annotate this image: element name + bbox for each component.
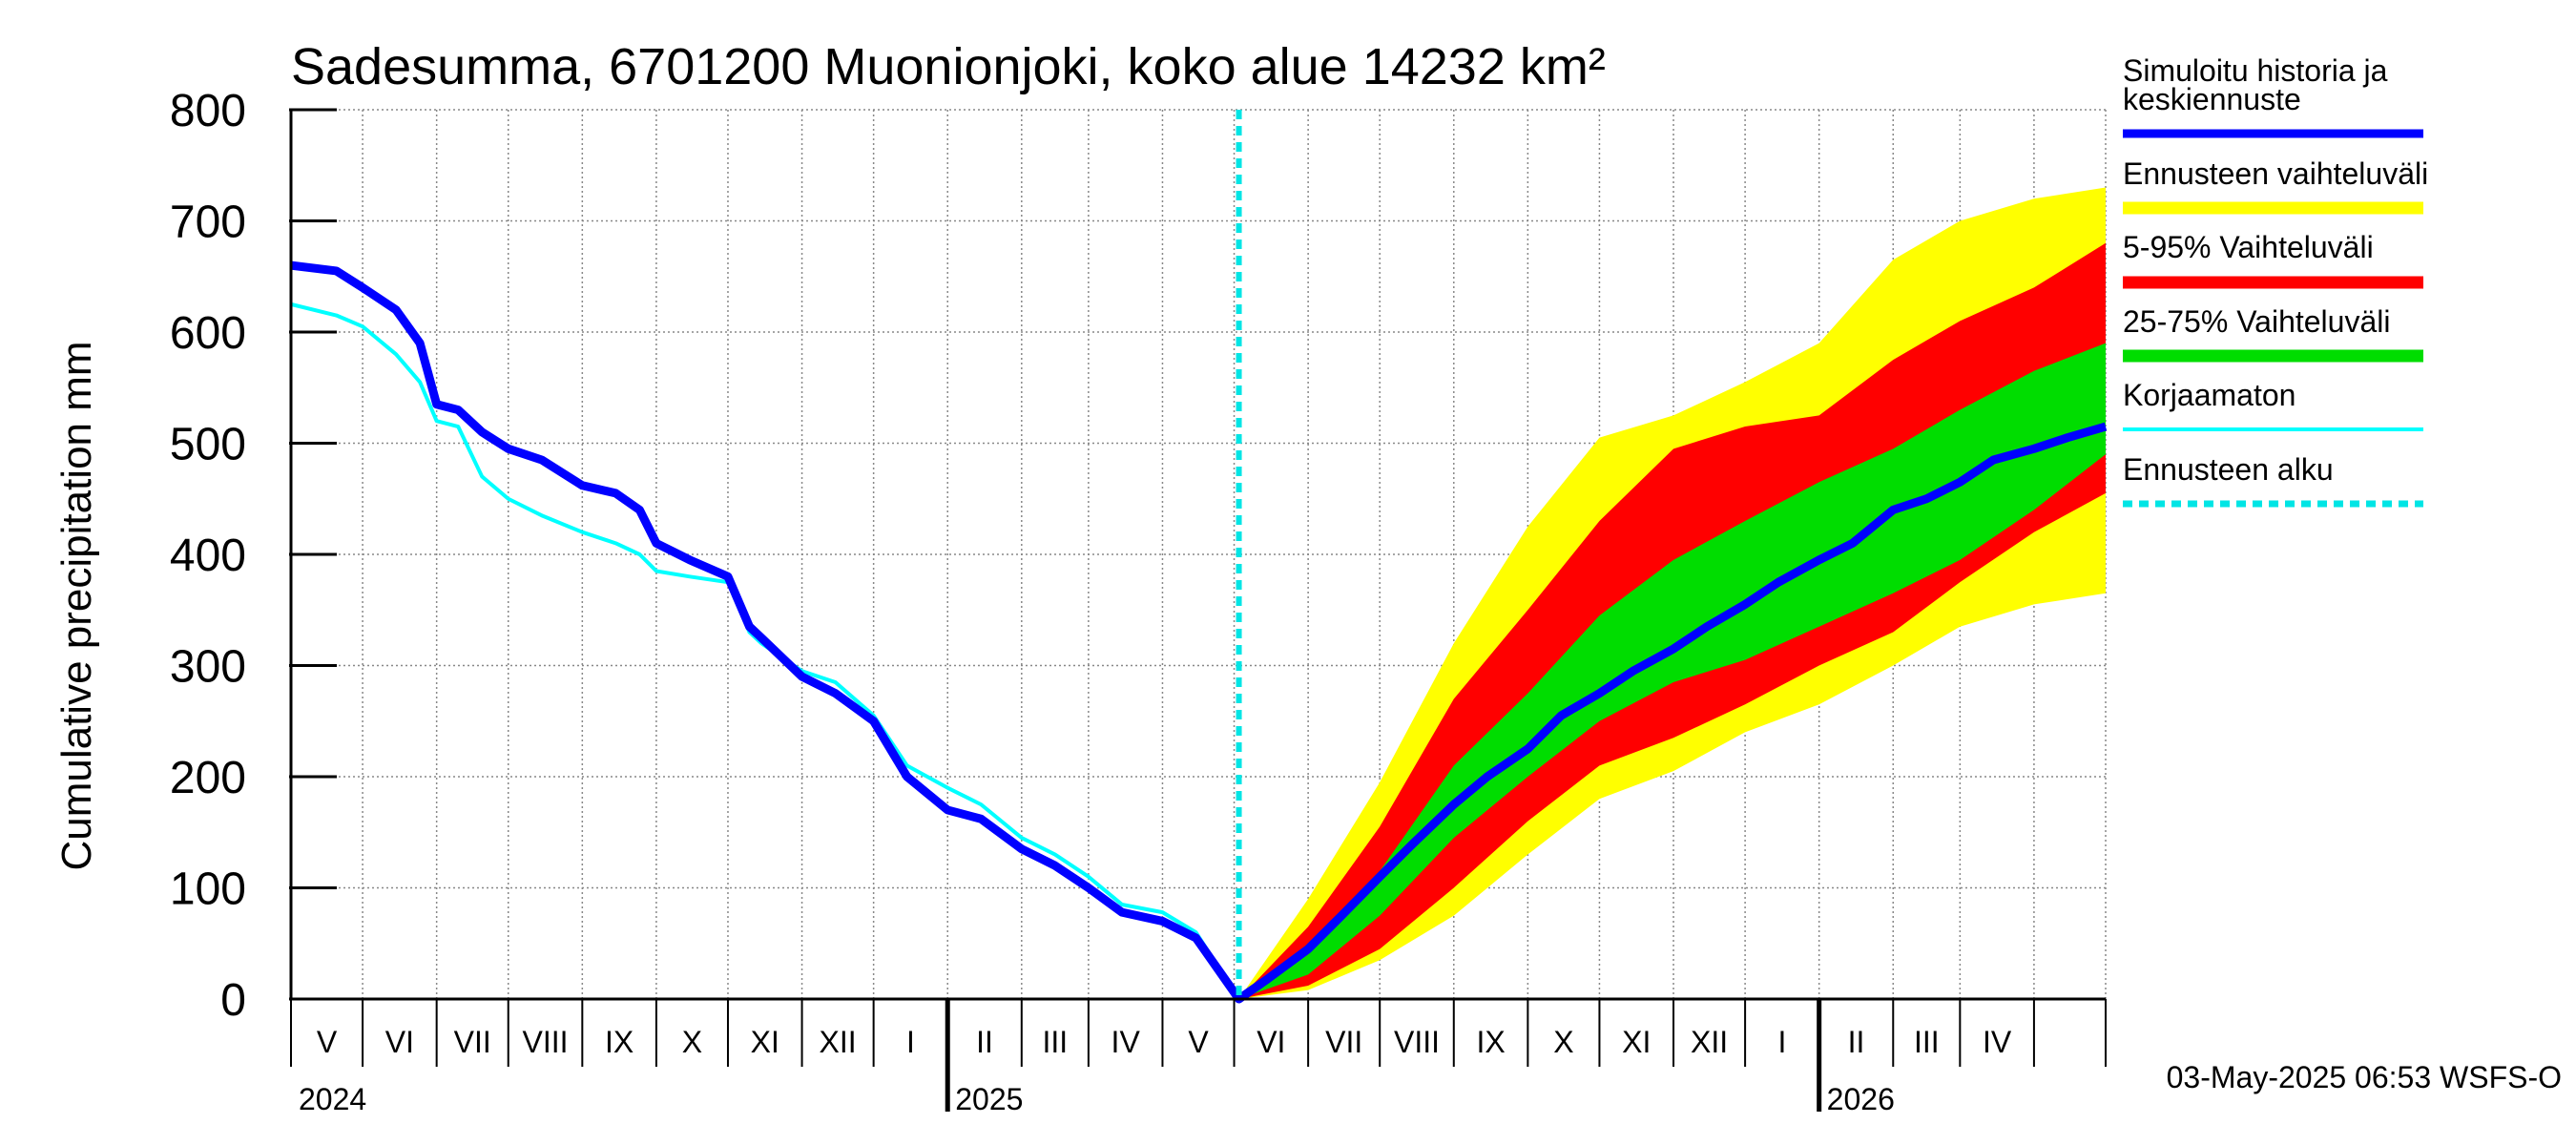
month-label: VII — [454, 1025, 491, 1059]
y-tick-label: 100 — [170, 864, 246, 915]
month-label: VIII — [523, 1025, 569, 1059]
month-label: IX — [605, 1025, 634, 1059]
month-label: X — [1553, 1025, 1573, 1059]
timestamp-footer: 03-May-2025 06:53 WSFS-O — [2167, 1060, 2562, 1094]
series-line-simulated — [290, 260, 2108, 1004]
year-label: 2026 — [1827, 1082, 1895, 1116]
legend-label: Ennusteen alku — [2123, 452, 2334, 487]
month-label: IV — [1111, 1025, 1141, 1059]
month-label: III — [1043, 1025, 1069, 1059]
year-label: 2025 — [955, 1082, 1023, 1116]
month-label: X — [682, 1025, 702, 1059]
month-label: V — [1188, 1025, 1209, 1059]
y-tick-label: 700 — [170, 198, 246, 248]
y-tick-label: 200 — [170, 753, 246, 803]
band-25-75 — [1238, 343, 2106, 999]
y-tick-label: 400 — [170, 531, 246, 581]
series-lines — [290, 110, 2108, 1004]
month-label: II — [976, 1025, 993, 1059]
month-label: I — [906, 1025, 915, 1059]
month-label: VI — [385, 1025, 414, 1059]
legend-label: Simuloitu historia ja — [2123, 53, 2388, 88]
y-tick-label: 0 — [220, 975, 246, 1026]
legend-label: Ennusteen vaihteluväli — [2123, 156, 2428, 191]
month-label: I — [1777, 1025, 1786, 1059]
month-label: II — [1848, 1025, 1865, 1059]
month-label: XII — [1691, 1025, 1728, 1059]
y-axis-label: Cumulative precipitation mm — [53, 341, 100, 870]
month-label: IV — [1983, 1025, 2012, 1059]
legend-label: 25-75% Vaihteluväli — [2123, 304, 2390, 339]
month-label: V — [317, 1025, 338, 1059]
month-label: XII — [820, 1025, 857, 1059]
y-tick-label: 600 — [170, 308, 246, 359]
y-tick-label: 800 — [170, 86, 246, 136]
month-label: XI — [751, 1025, 779, 1059]
month-label: IX — [1476, 1025, 1505, 1059]
month-label: VII — [1325, 1025, 1362, 1059]
month-label: VIII — [1394, 1025, 1440, 1059]
legend-label: Korjaamaton — [2123, 378, 2296, 412]
legend-label: keskiennuste — [2123, 82, 2301, 116]
month-label: III — [1914, 1025, 1940, 1059]
month-label: VI — [1257, 1025, 1285, 1059]
forecast-bands — [1238, 187, 2106, 1000]
legend-label: 5-95% Vaihteluväli — [2123, 230, 2374, 264]
year-label: 2024 — [299, 1082, 366, 1116]
chart-title: Sadesumma, 6701200 Muonionjoki, koko alu… — [291, 38, 1606, 95]
y-tick-label: 500 — [170, 420, 246, 470]
month-label: XI — [1622, 1025, 1651, 1059]
y-tick-label: 300 — [170, 642, 246, 693]
